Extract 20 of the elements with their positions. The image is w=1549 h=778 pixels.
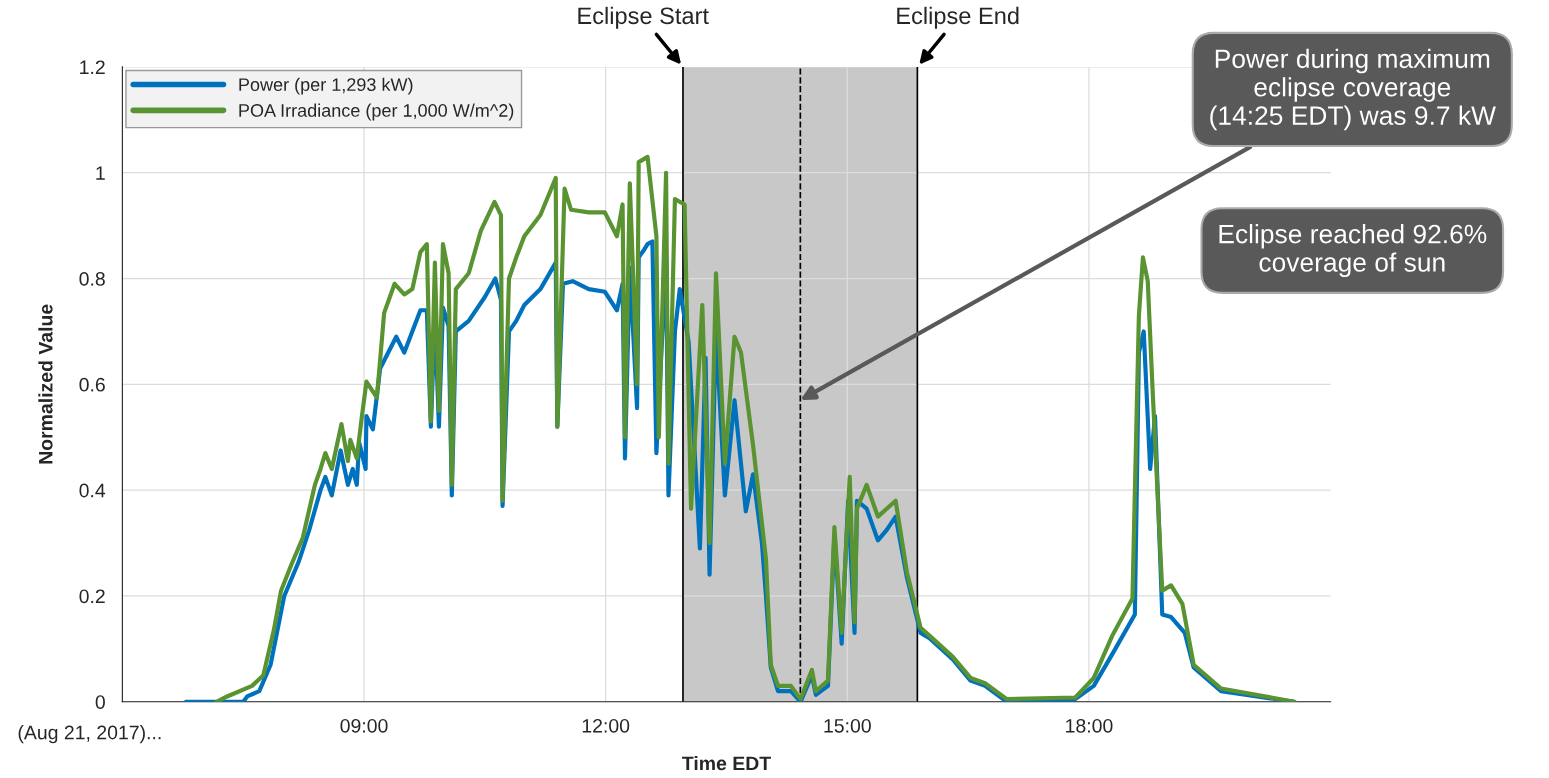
y-tick-label: 0.2: [79, 589, 105, 604]
ref-line-label: Eclipse End: [897, 6, 1019, 29]
y-tick-label: 0.4: [79, 483, 106, 498]
x-tick-label: 18:00: [1066, 718, 1113, 733]
x-tick-label: 09:00: [340, 718, 388, 733]
ref-line-label: Eclipse Start: [578, 6, 709, 29]
x-axis-title: Time EDT: [682, 755, 771, 771]
y-tick-label: 0: [95, 695, 105, 709]
legend-label: POA Irradiance (per 1,000 W/m^2): [239, 103, 514, 121]
x-tick-label: 12:00: [582, 718, 630, 733]
x-tick-label: 15:00: [824, 718, 871, 733]
y-axis-title: Normalized Value: [38, 304, 53, 464]
y-tick-label: 0.6: [79, 377, 105, 392]
legend-label: Power (per 1,293 kW): [239, 77, 413, 95]
text: (Aug 21, 2017)...: [18, 725, 161, 744]
y-tick-label: 0.8: [79, 271, 105, 286]
y-tick-label: 1.2: [80, 60, 105, 74]
annotation: Eclipse reached 92.6% coverage of sun: [1219, 224, 1487, 278]
y-tick-label: 1: [96, 166, 105, 180]
annotation: Power during maximum eclipse coverage (14:25 EDT) was 9.7 kW: [1210, 48, 1496, 131]
